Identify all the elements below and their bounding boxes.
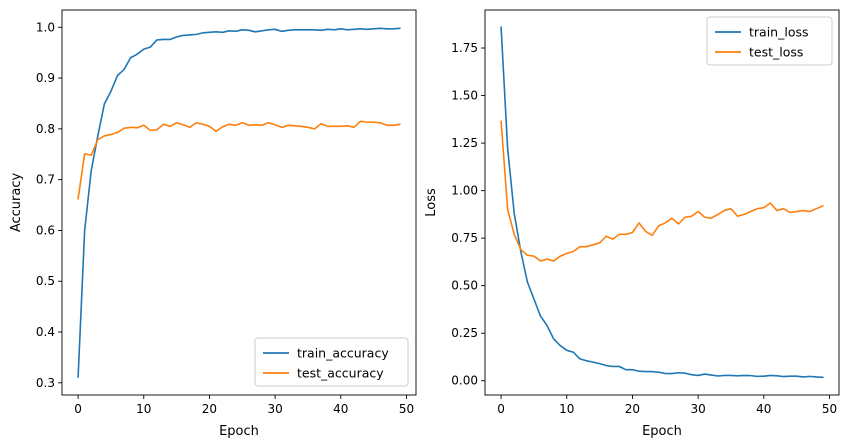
y-axis-label: Loss — [424, 188, 439, 217]
y-tick-label: 1.25 — [451, 136, 478, 150]
y-tick-label: 0.00 — [451, 374, 478, 388]
y-tick-label: 0.8 — [36, 122, 55, 136]
x-tick-label: 0 — [74, 402, 82, 416]
y-tick-label: 0.50 — [451, 279, 478, 293]
x-tick-label: 30 — [267, 402, 282, 416]
legend-box — [706, 16, 833, 66]
legend-label: test_loss — [749, 45, 803, 60]
series-line-test-loss — [500, 120, 824, 262]
x-tick-label: 0 — [497, 402, 505, 416]
x-tick-label: 50 — [399, 402, 414, 416]
y-tick-label: 0.25 — [451, 326, 478, 340]
y-tick-label: 1.50 — [451, 89, 478, 103]
x-tick-label: 30 — [690, 402, 705, 416]
legend: train_loss test_loss — [706, 16, 833, 66]
y-tick-label: 1.00 — [451, 184, 478, 198]
x-tick-label: 40 — [756, 402, 771, 416]
y-tick-label: 0.5 — [36, 274, 55, 288]
y-tick-label: 0.3 — [36, 376, 55, 390]
y-tick-label: 0.6 — [36, 223, 55, 237]
legend-label: train_loss — [749, 25, 809, 40]
series-line-train-accuracy — [77, 27, 401, 379]
legend-label: train_accuracy — [297, 346, 389, 361]
y-tick-label: 0.4 — [36, 325, 55, 339]
series-line-test-accuracy — [77, 120, 401, 200]
x-axis-label: Epoch — [642, 424, 682, 439]
plot-area-frame — [484, 9, 840, 396]
legend-label: test_accuracy — [297, 366, 384, 381]
series-line-train-loss — [500, 26, 824, 379]
legend: train_accuracy test_accuracy — [254, 337, 409, 387]
x-tick-label: 20 — [202, 402, 217, 416]
plot-area-frame — [61, 9, 417, 396]
x-tick-label: 20 — [625, 402, 640, 416]
x-tick-label: 40 — [333, 402, 348, 416]
x-tick-label: 10 — [559, 402, 574, 416]
y-tick-label: 0.7 — [36, 173, 55, 187]
legend-box — [254, 337, 409, 387]
y-tick-label: 0.9 — [36, 71, 55, 85]
x-tick-label: 50 — [822, 402, 837, 416]
y-axis-label: Accuracy — [9, 173, 24, 233]
y-tick-label: 1.0 — [36, 20, 55, 34]
x-axis-label: Epoch — [219, 424, 259, 439]
y-tick-label: 1.75 — [451, 41, 478, 55]
y-tick-label: 0.75 — [451, 231, 478, 245]
loss-chart: 0 10 20 30 40 50 0.00 0.25 0.50 0.75 1.00 1.25 1.50 1… — [424, 9, 840, 439]
accuracy-chart: 0 10 20 30 40 50 0.3 0.4 0.5 0.6 0.7 0.8 0.9 1.0 Epoch… — [9, 9, 417, 439]
x-tick-label: 10 — [136, 402, 151, 416]
